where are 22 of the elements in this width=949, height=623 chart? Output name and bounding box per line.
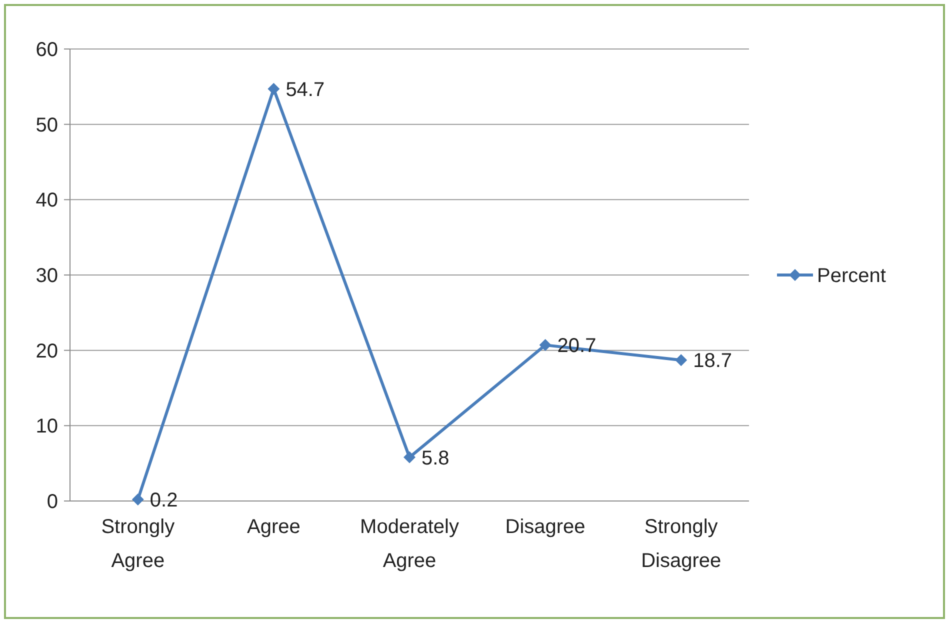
legend-label: Percent: [817, 265, 886, 287]
x-tick-label: Disagree: [505, 516, 586, 538]
y-tick-label: 60: [36, 39, 58, 61]
y-tick-label: 50: [36, 114, 58, 136]
data-label: 5.8: [422, 447, 450, 470]
point: [404, 451, 416, 464]
x-tick-label: Strongly Agree: [101, 516, 175, 572]
x-tick-label: Moderately Agree: [360, 516, 459, 572]
y-tick-label: 20: [36, 340, 58, 362]
y-tick-label: 30: [36, 265, 58, 287]
point: [268, 82, 280, 95]
y-tick-label: 10: [36, 416, 58, 438]
point: [675, 354, 688, 366]
x-tick-label: Agree: [247, 516, 300, 538]
data-label: 18.7: [693, 350, 732, 372]
y-tick-label: 40: [36, 190, 58, 212]
point: [539, 339, 552, 352]
x-tick-label: Strongly Disagree: [641, 516, 722, 572]
data-label: 54.7: [286, 78, 325, 101]
y-tick-label: 0: [46, 491, 58, 513]
data-label: 0.2: [150, 489, 178, 512]
point: [132, 493, 144, 506]
